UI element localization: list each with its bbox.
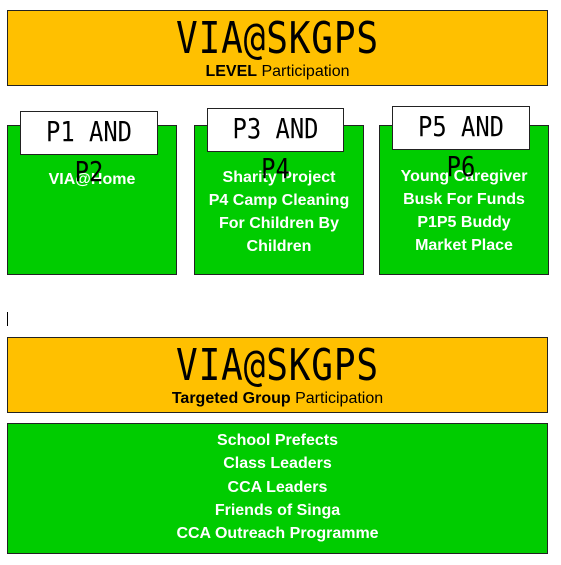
level-box-p5-p6: Young Caregiver Busk For Funds P1P5 Budd… (379, 125, 549, 275)
targeted-group-list: School Prefects Class Leaders CCA Leader… (8, 429, 547, 545)
bottom-banner-subtitle: Targeted Group Participation (8, 390, 547, 408)
level-label-text: P5 AND P6 (418, 110, 504, 183)
level-label-p1-p2: P1 AND P2 (20, 111, 158, 188)
top-banner-subtitle-bold: LEVEL (205, 63, 258, 80)
list-item: P4 Camp Cleaning (208, 192, 350, 209)
list-item: For Children By (218, 215, 339, 232)
level-label-p3-p4: P3 AND P4 (207, 108, 344, 185)
list-item: School Prefects (217, 432, 338, 449)
level-label-p5-p6: P5 AND P6 (392, 106, 530, 183)
list-item: Friends of Singa (214, 501, 341, 519)
list-item: Class Leaders (223, 455, 332, 473)
level-list-p3-p4: Sharity Project P4 Camp Cleaning For Chi… (195, 166, 363, 258)
list-item: Young Caregiver (400, 168, 528, 185)
top-banner-title: VIA@SKGPS (176, 13, 379, 64)
bottom-banner: VIA@SKGPS Targeted Group Participation (7, 337, 548, 413)
top-banner-subtitle: LEVEL Participation (8, 63, 547, 81)
text-cursor (7, 312, 8, 326)
list-item: CCA Outreach Programme (176, 525, 379, 543)
list-item: CCA Leaders (227, 478, 328, 496)
list-item: P1P5 Buddy (417, 214, 511, 231)
bottom-banner-title: VIA@SKGPS (176, 340, 379, 391)
bottom-banner-subtitle-bold: Targeted Group (171, 390, 291, 407)
level-list-p1-p2: VIA@Home (8, 168, 176, 191)
bottom-banner-subtitle-rest: Participation (290, 390, 384, 407)
list-item: Sharity Project (222, 169, 336, 186)
level-label-text: P1 AND P2 (46, 115, 132, 188)
targeted-group-box: School Prefects Class Leaders CCA Leader… (7, 423, 548, 554)
level-label-text: P3 AND P4 (232, 112, 319, 185)
list-item: Market Place (415, 237, 513, 254)
top-banner: VIA@SKGPS LEVEL Participation (7, 10, 548, 86)
list-item: Busk For Funds (403, 191, 525, 208)
top-banner-subtitle-rest: Participation (257, 63, 350, 80)
list-item: Children (246, 238, 312, 255)
level-list-p5-p6: Young Caregiver Busk For Funds P1P5 Budd… (380, 165, 548, 257)
list-item: VIA@Home (48, 171, 136, 188)
